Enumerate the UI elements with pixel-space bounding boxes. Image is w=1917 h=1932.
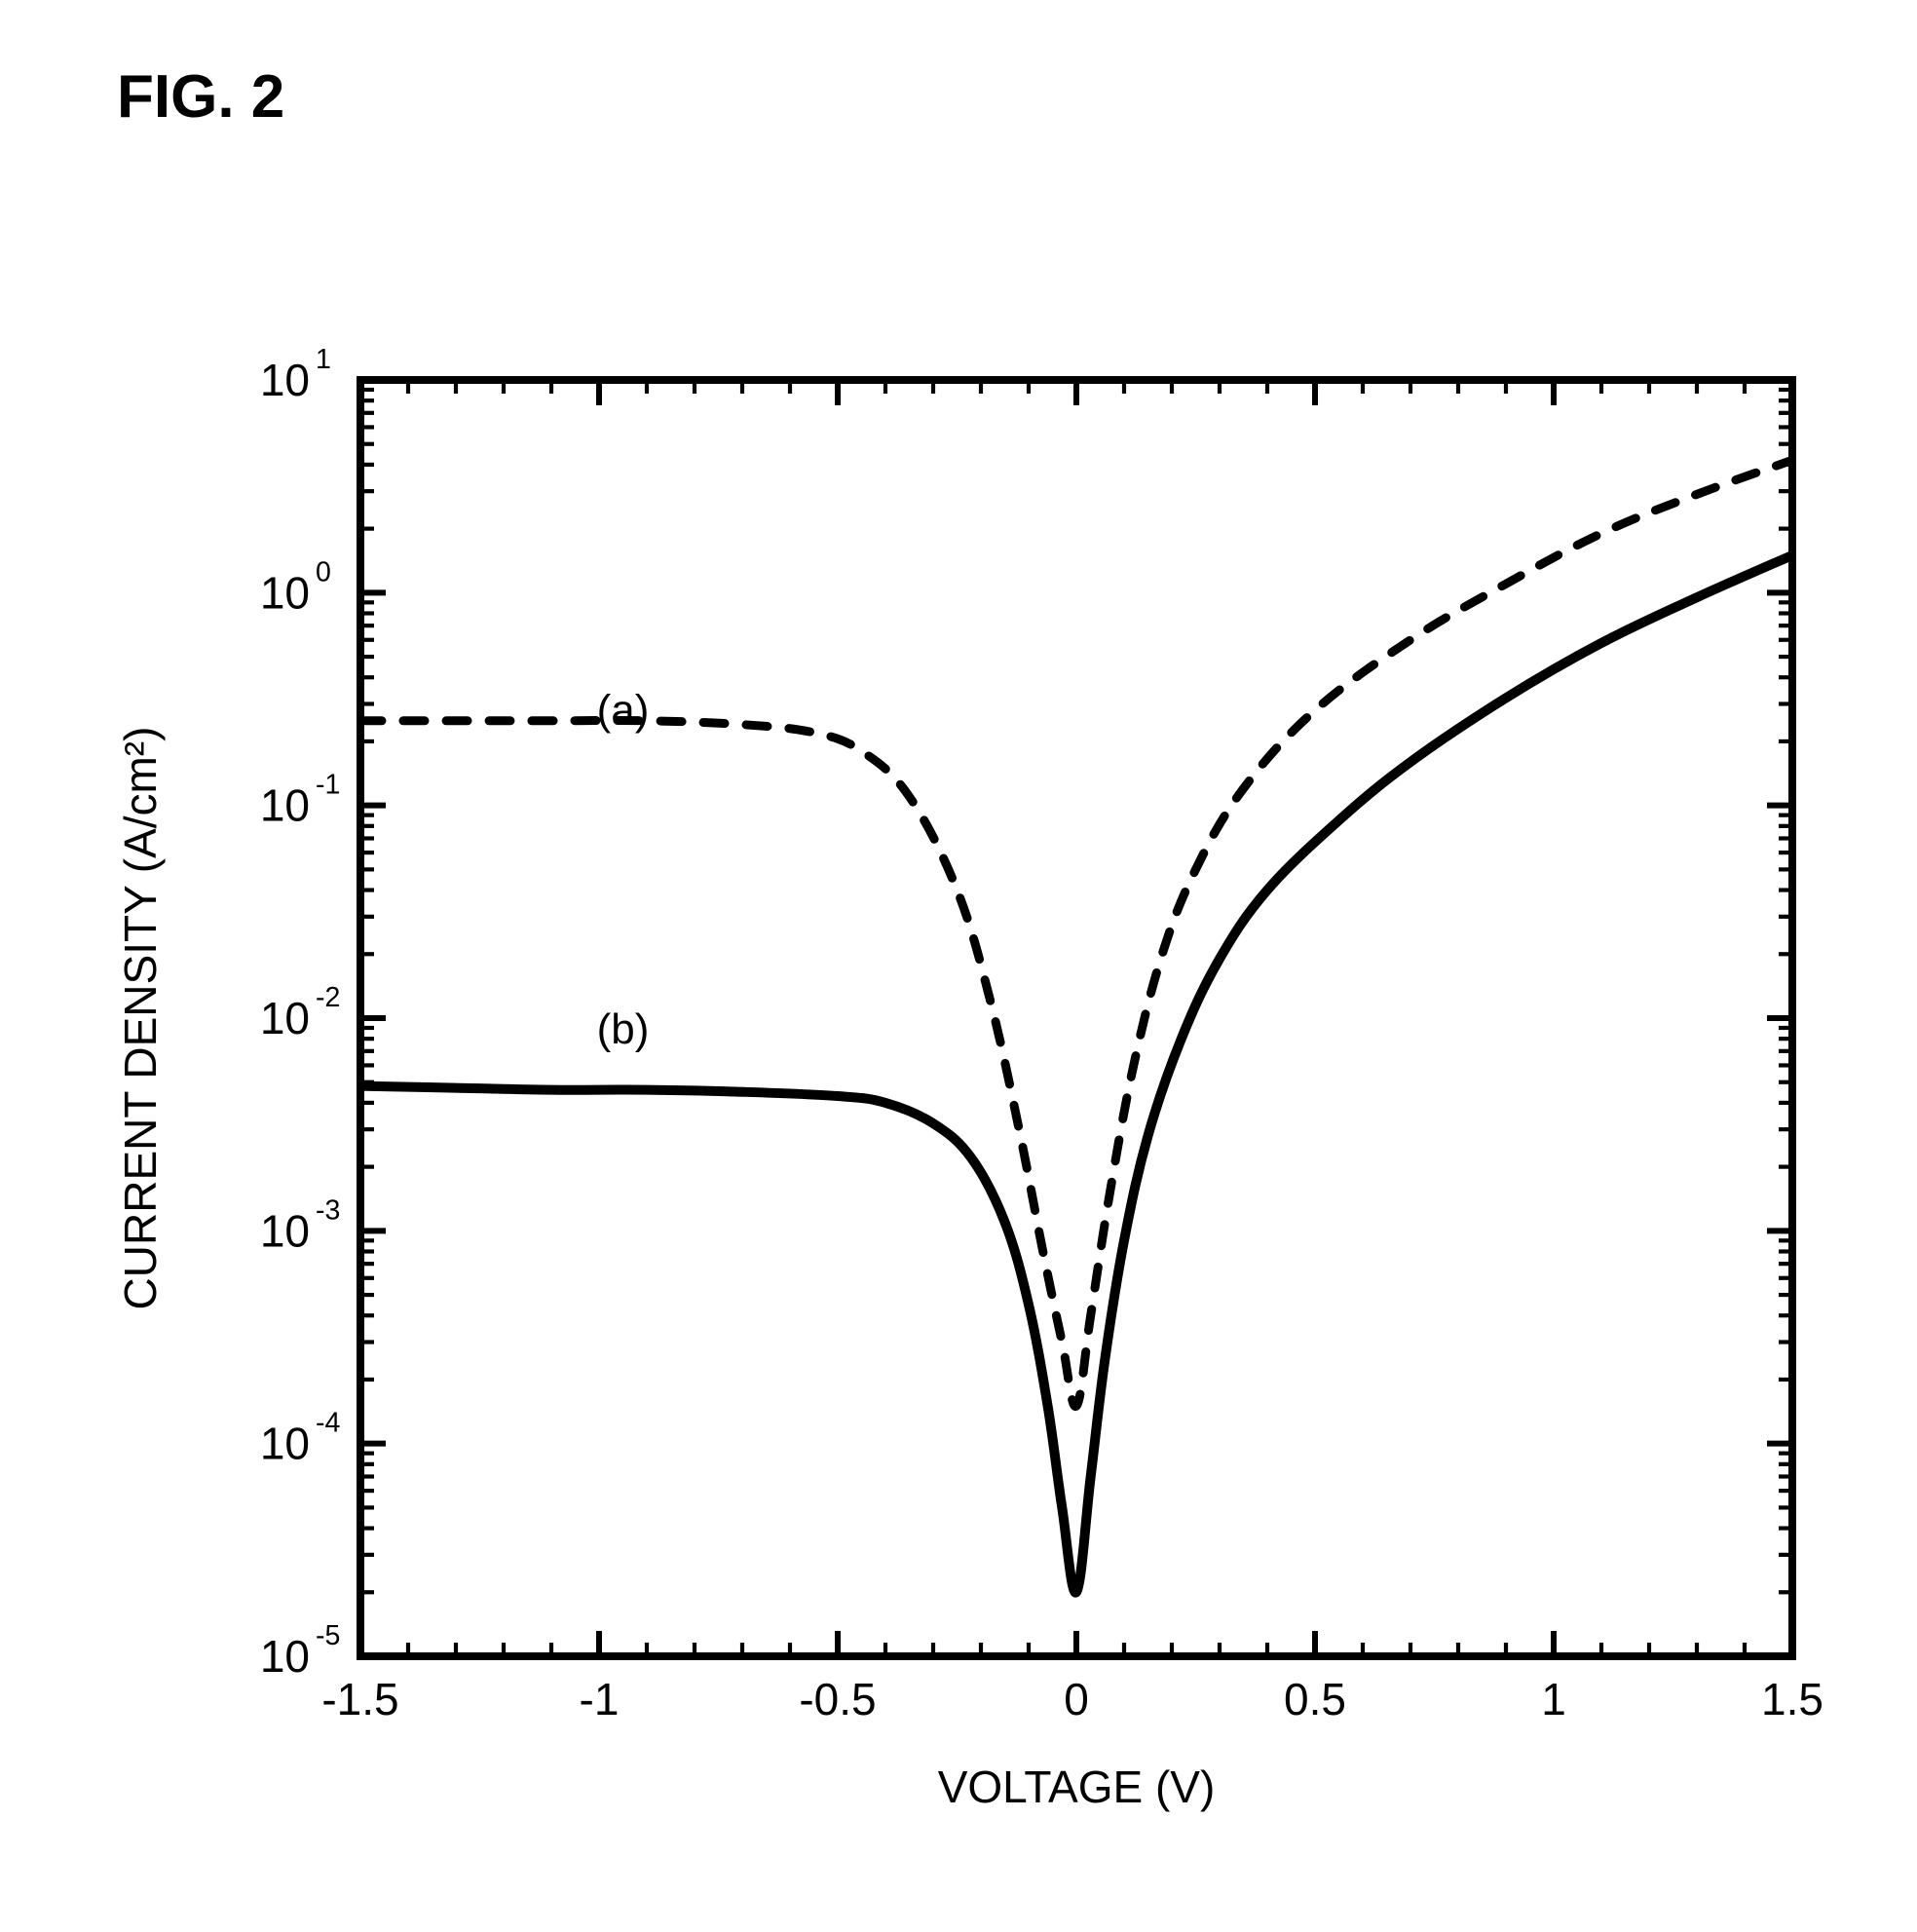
x-tick-label: 1.5 [1761, 1674, 1823, 1724]
svg-text:0: 0 [316, 556, 331, 587]
series-label-b: (b) [597, 1005, 650, 1053]
y-axis-label: CURRENT DENSITY (A/cm²) [115, 727, 166, 1310]
figure-heading: FIG. 2 [117, 63, 284, 131]
x-tick-label: 0.5 [1284, 1674, 1346, 1724]
svg-text:-1: -1 [316, 770, 340, 801]
chart-svg: FIG. 2-1.5-1-0.500.511.510-510-410-310-2… [0, 0, 1917, 1932]
svg-text:10: 10 [260, 1631, 310, 1682]
x-axis-label: VOLTAGE (V) [938, 1762, 1216, 1812]
x-tick-label: -1.5 [321, 1674, 398, 1724]
x-tick-label: 0 [1064, 1674, 1089, 1724]
svg-text:-3: -3 [316, 1194, 340, 1226]
svg-text:-4: -4 [316, 1408, 340, 1439]
svg-text:10: 10 [260, 567, 310, 618]
x-tick-label: -1 [580, 1674, 620, 1724]
svg-text:1: 1 [316, 344, 331, 375]
figure-canvas: FIG. 2-1.5-1-0.500.511.510-510-410-310-2… [0, 0, 1917, 1932]
svg-text:10: 10 [260, 780, 310, 831]
svg-text:10: 10 [260, 1419, 310, 1469]
svg-text:-5: -5 [316, 1620, 340, 1651]
svg-text:-2: -2 [316, 982, 340, 1013]
svg-text:10: 10 [260, 355, 310, 405]
x-tick-label: -0.5 [799, 1674, 876, 1724]
svg-text:10: 10 [260, 1205, 310, 1256]
svg-text:10: 10 [260, 993, 310, 1043]
x-tick-label: 1 [1541, 1674, 1566, 1724]
series-label-a: (a) [597, 687, 650, 735]
